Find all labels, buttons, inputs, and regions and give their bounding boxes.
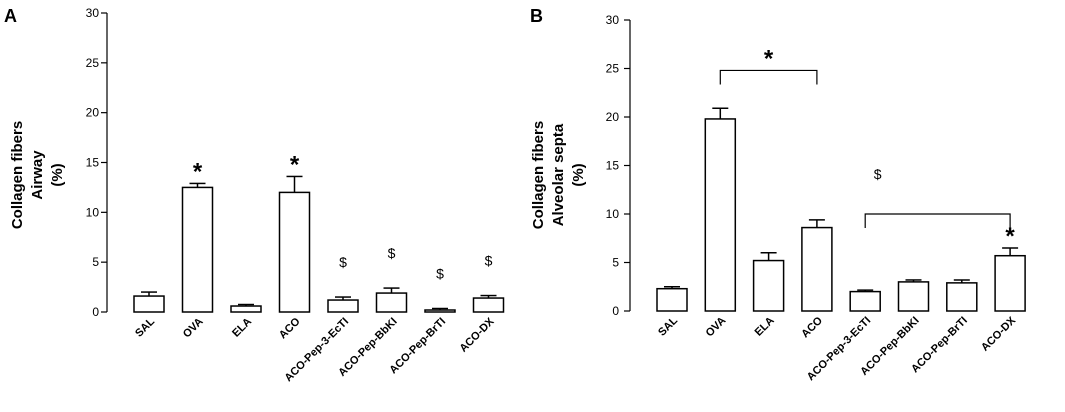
y-tick-label: 0 [612,304,619,318]
comparison-bracket [864,213,1011,228]
y-tick-label: 10 [606,207,620,221]
x-category-label: SAL [133,315,157,339]
y-tick-label: 5 [92,255,99,269]
x-category-label: OVA [181,316,206,341]
y-axis-label: Alveolar septa [550,123,567,226]
bar [424,309,456,313]
bar [704,118,737,312]
x-category-label: SAL [656,314,680,338]
bar [994,254,1026,312]
significance-marker: $ [339,254,347,270]
significance-marker: $ [436,266,444,282]
bar [656,287,688,312]
bar [133,295,165,313]
panel-letter: B [530,6,543,26]
y-tick-label: 15 [606,159,620,173]
significance-marker: $ [388,245,396,261]
panel-b: B Collagen fibers Alveolar septa (%) 0 5 10 15 2… [530,6,1026,383]
significance-marker: $ [485,253,493,269]
bar [897,281,930,312]
bar [230,305,262,313]
significance-marker: * [1005,223,1015,250]
panel-a: A Collagen fibers Airway (%) 0 5 10 15 20 25 30 SAL… [4,6,505,384]
bar [278,191,311,313]
bracket-label: * [764,45,774,72]
x-category-label: ELA [753,315,777,339]
x-category-label: OVA [704,315,729,340]
y-tick-label: 25 [606,62,620,76]
x-category-label: ACO [799,314,825,340]
y-tick-label: 10 [86,205,100,219]
x-category-label: ACO-DX [979,314,1019,354]
y-tick-label: 5 [612,256,619,270]
bar [849,290,881,312]
y-tick-label: 0 [92,305,99,319]
bar [375,292,408,313]
y-axis-label: Collagen fibers [9,121,26,229]
bar [752,259,785,312]
bar [801,226,833,312]
y-tick-label: 20 [86,106,100,120]
x-category-label: ACO-DX [457,315,497,355]
x-category-label: ACO [277,315,303,341]
x-category-label: ELA [230,316,254,340]
bar [946,282,978,312]
y-axis-label: (%) [570,163,587,186]
significance-marker: * [193,158,203,185]
bar [472,297,505,313]
bar [181,186,214,313]
y-axis-label: Collagen fibers [530,121,547,229]
y-axis-label: Airway [29,150,46,200]
y-axis-label: (%) [49,163,66,186]
y-tick-label: 25 [86,56,100,70]
y-tick-label: 30 [606,13,620,27]
y-tick-label: 15 [86,156,100,170]
comparison-bracket [719,69,818,85]
y-tick-label: 30 [86,6,100,20]
significance-marker: * [290,151,300,178]
y-tick-label: 20 [606,110,620,124]
bar [327,299,359,313]
bracket-label: $ [874,166,882,182]
panel-letter: A [4,6,17,26]
